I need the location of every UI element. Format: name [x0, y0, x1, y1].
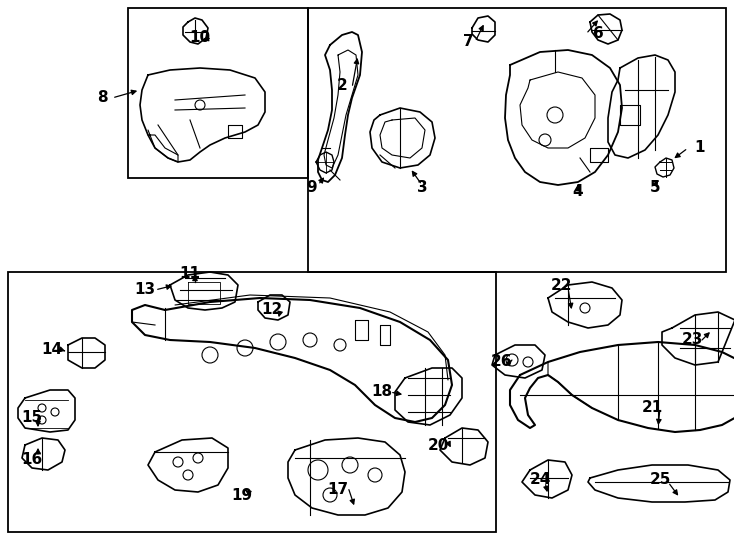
Text: 6: 6	[592, 26, 603, 42]
Text: 17: 17	[327, 483, 349, 497]
Text: 13: 13	[134, 282, 156, 298]
Text: 8: 8	[97, 91, 107, 105]
Text: 9: 9	[307, 180, 317, 195]
Bar	[8, 272, 496, 532]
Text: 4: 4	[573, 185, 584, 199]
Text: 10: 10	[189, 30, 211, 45]
Text: 21: 21	[642, 401, 663, 415]
Text: 22: 22	[551, 278, 573, 293]
Text: 3: 3	[417, 180, 427, 195]
Text: 16: 16	[21, 453, 43, 468]
Text: 25: 25	[650, 472, 671, 488]
Text: 20: 20	[427, 437, 448, 453]
Text: 12: 12	[261, 302, 283, 318]
Text: 18: 18	[371, 384, 393, 400]
Text: 5: 5	[650, 180, 661, 195]
Text: 15: 15	[21, 410, 43, 426]
Text: 23: 23	[681, 333, 702, 348]
Bar	[128, 8, 308, 178]
Text: 24: 24	[529, 472, 550, 488]
Bar	[308, 8, 726, 272]
Text: 7: 7	[462, 35, 473, 50]
Text: 1: 1	[695, 140, 705, 156]
Text: 19: 19	[231, 488, 252, 503]
Text: 26: 26	[491, 354, 513, 369]
Text: 2: 2	[337, 78, 347, 92]
Text: 11: 11	[180, 266, 200, 280]
Text: 14: 14	[41, 342, 62, 357]
